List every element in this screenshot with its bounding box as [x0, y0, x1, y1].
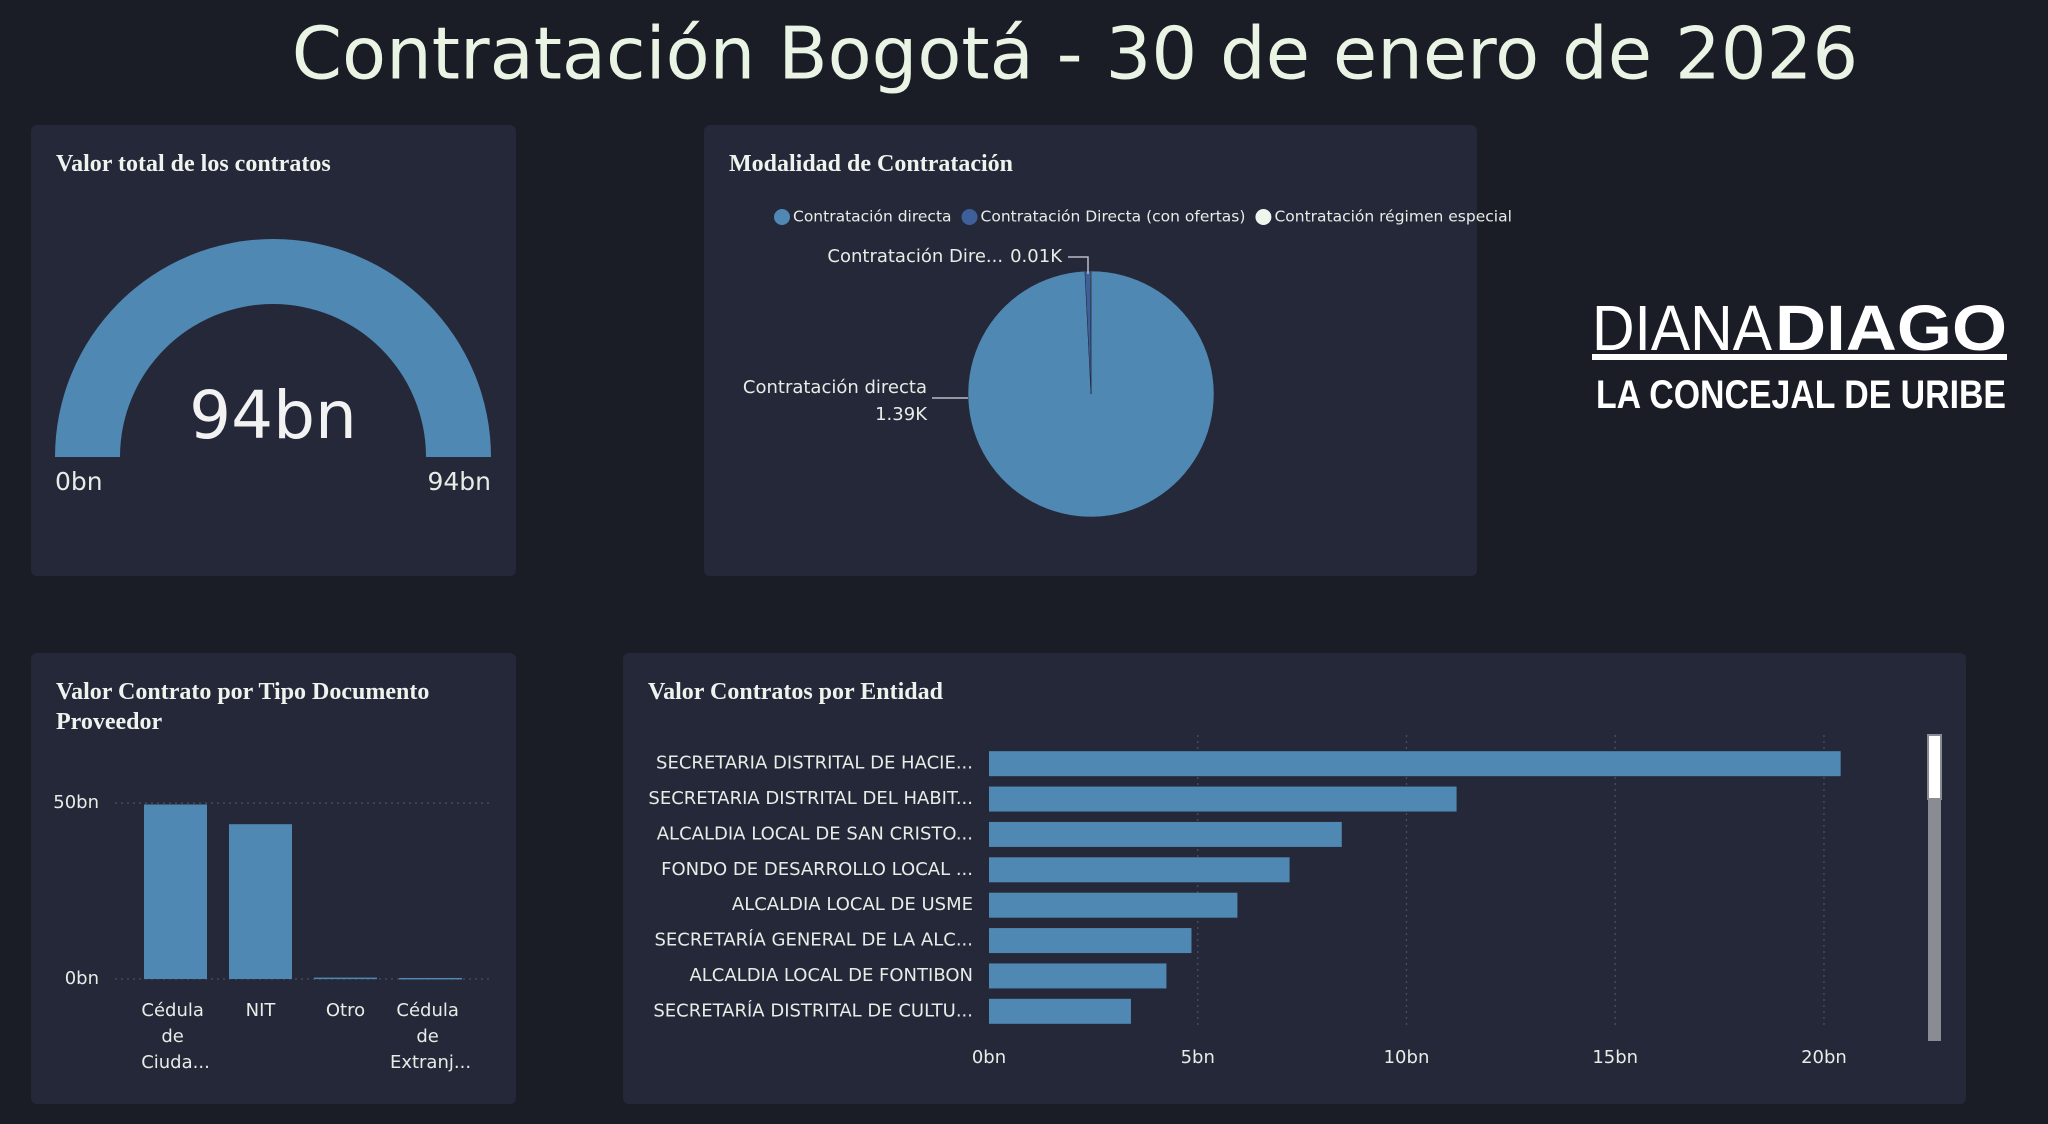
x-tick-label: Otro — [326, 1000, 365, 1021]
x-tick-label: 0bn — [972, 1047, 1006, 1068]
legend-label: Contratación régimen especial — [1274, 208, 1511, 226]
legend-marker — [961, 209, 978, 225]
x-tick-label: 5bn — [1181, 1047, 1215, 1068]
text-line: Valor total de los contratos — [56, 151, 331, 177]
logo-tagline: LA CONCEJAL DE URIBE — [1596, 373, 2006, 417]
scrollbar-thumb[interactable] — [1927, 734, 1942, 800]
text-line: Valor Contrato por Tipo Documento — [56, 679, 435, 705]
pie-slice — [1090, 270, 1092, 395]
text-line: Proveedor — [56, 709, 163, 735]
x-tick-label: 20bn — [1801, 1047, 1847, 1068]
text-line: Extranj... — [390, 1052, 471, 1073]
panel — [31, 125, 516, 576]
scrollbar[interactable] — [1927, 734, 1942, 1041]
scrollbar-track[interactable] — [1928, 735, 1941, 1041]
bar — [989, 857, 1290, 883]
text-line: Ciuda... — [141, 1052, 210, 1073]
gauge-value: 94bn — [189, 377, 357, 454]
y-tick-label: 50bn — [53, 792, 99, 813]
logo-underline — [1592, 354, 2007, 360]
bar — [144, 804, 207, 979]
y-tick-label: ALCALDIA LOCAL DE USME — [732, 894, 973, 915]
legend-marker — [774, 209, 790, 225]
data-label: 0.01K — [1010, 246, 1063, 267]
logo-last-name: DIAGO — [1775, 292, 2007, 364]
text-line: Cédula — [396, 1000, 464, 1021]
text-line: Cédula — [141, 1000, 209, 1021]
text-line: Modalidad de Contratación — [729, 151, 1013, 177]
bar — [989, 892, 1238, 918]
slice-label: Contratación Dire... — [827, 246, 1003, 267]
data-label: 1.39K — [875, 404, 928, 425]
y-tick-label: SECRETARIA DISTRITAL DE HACIE... — [656, 753, 973, 774]
text-line: Otro — [326, 1000, 365, 1021]
y-tick-label: SECRETARÍA DISTRITAL DE CULTU... — [653, 999, 973, 1021]
page-title: Contratación Bogotá - 30 de enero de 202… — [292, 12, 1858, 96]
x-tick-label: NIT — [246, 1000, 277, 1021]
gauge-range-label: 94bn — [427, 467, 491, 496]
x-tick-label: 10bn — [1384, 1047, 1430, 1068]
gauge-range-label: 0bn — [55, 467, 103, 496]
bar — [989, 786, 1457, 812]
y-tick-label: FONDO DE DESARROLLO LOCAL ... — [661, 859, 973, 880]
legend-label: Contratación directa — [793, 208, 952, 226]
logo-first-name: DIANA — [1592, 292, 1772, 364]
y-tick-label: ALCALDIA LOCAL DE SAN CRISTO... — [657, 823, 973, 844]
bar — [989, 998, 1131, 1024]
bar — [314, 977, 377, 980]
y-tick-label: 0bn — [65, 968, 99, 989]
text-line: Valor Contratos por Entidad — [648, 679, 944, 705]
x-tick-label: Cédula de Ciuda... — [141, 1000, 210, 1073]
slice-label: Contratación directa — [743, 377, 927, 398]
logo: DIANA DIAGO LA CONCEJAL DE URIBE — [1592, 292, 2007, 417]
legend-label: Contratación Directa (con ofertas) — [981, 208, 1246, 226]
y-tick-label: ALCALDIA LOCAL DE FONTIBON — [689, 965, 973, 986]
x-tick-label: 15bn — [1592, 1047, 1638, 1068]
bar — [989, 821, 1342, 847]
bar — [399, 977, 462, 980]
chart-title: Modalidad de Contratación — [729, 151, 1013, 177]
y-tick-label: SECRETARIA DISTRITAL DEL HABIT... — [648, 788, 973, 809]
text-line: NIT — [246, 1000, 277, 1021]
text-line: de — [416, 1026, 444, 1047]
bar — [989, 751, 1841, 777]
leader-line — [1068, 256, 1089, 274]
chart-title: Valor Contrato por Tipo Documento Provee… — [56, 679, 435, 735]
y-tick-label: SECRETARÍA GENERAL DE LA ALC... — [654, 929, 973, 951]
bar — [989, 963, 1167, 989]
gauge-arc — [55, 239, 491, 457]
bar — [229, 824, 292, 979]
chart-title: Valor Contratos por Entidad — [648, 679, 944, 705]
x-tick-label: Cédula de Extranj... — [390, 1000, 471, 1073]
chart-title: Valor total de los contratos — [56, 151, 331, 177]
text-line: de — [161, 1026, 189, 1047]
legend-marker — [1255, 209, 1272, 225]
bar — [989, 928, 1192, 954]
